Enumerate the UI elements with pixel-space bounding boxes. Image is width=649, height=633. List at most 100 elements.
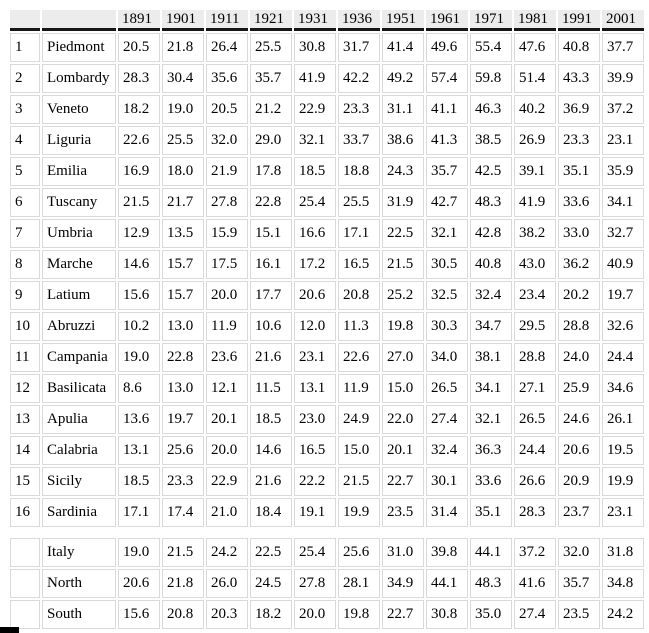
value-cell: 33.6 xyxy=(558,188,600,217)
value-cell: 12.9 xyxy=(118,219,160,248)
value-cell: 24.5 xyxy=(250,569,292,598)
table-header: 1891 1901 1911 1921 1931 1936 1951 1961 1971 1981… xyxy=(10,10,644,31)
value-cell: 32.4 xyxy=(470,281,512,310)
value-cell: 13.0 xyxy=(162,374,204,403)
value-cell: 30.5 xyxy=(426,250,468,279)
spacer-cell xyxy=(426,529,468,536)
value-cell: 26.9 xyxy=(514,126,556,155)
value-cell: 15.7 xyxy=(162,281,204,310)
value-cell: 22.9 xyxy=(294,95,336,124)
table-row: 7 Umbria 12.9 13.5 15.9 15.1 16.6 17.1 22.5 32.1 4… xyxy=(10,219,644,248)
value-cell: 33.0 xyxy=(558,219,600,248)
value-cell: 27.0 xyxy=(382,343,424,372)
value-cell: 32.4 xyxy=(426,436,468,465)
spacer-cell xyxy=(294,529,336,536)
value-cell: 29.0 xyxy=(250,126,292,155)
value-cell: 23.1 xyxy=(602,498,644,527)
row-number-cell: 5 xyxy=(10,157,40,186)
value-cell: 33.6 xyxy=(470,467,512,496)
value-cell: 28.3 xyxy=(118,64,160,93)
table-row: 1 Piedmont 20.5 21.8 26.4 25.5 30.8 31.7 41.4 49.… xyxy=(10,33,644,62)
row-number-cell: 10 xyxy=(10,312,40,341)
value-cell: 16.5 xyxy=(294,436,336,465)
value-cell: 42.5 xyxy=(470,157,512,186)
value-cell: 21.9 xyxy=(206,157,248,186)
value-cell: 23.3 xyxy=(162,467,204,496)
row-number-cell xyxy=(10,569,40,598)
value-cell: 49.2 xyxy=(382,64,424,93)
value-cell: 20.6 xyxy=(294,281,336,310)
value-cell: 32.5 xyxy=(426,281,468,310)
value-cell: 19.5 xyxy=(602,436,644,465)
value-cell: 11.5 xyxy=(250,374,292,403)
value-cell: 35.7 xyxy=(558,569,600,598)
value-cell: 23.0 xyxy=(294,405,336,434)
value-cell: 17.2 xyxy=(294,250,336,279)
value-cell: 41.9 xyxy=(514,188,556,217)
value-cell: 17.1 xyxy=(118,498,160,527)
value-cell: 12.1 xyxy=(206,374,248,403)
row-number-cell: 8 xyxy=(10,250,40,279)
value-cell: 21.5 xyxy=(118,188,160,217)
table-row: 8 Marche 14.6 15.7 17.5 16.1 17.2 16.5 21.5 30.5 4… xyxy=(10,250,644,279)
value-cell: 30.8 xyxy=(294,33,336,62)
value-cell: 40.2 xyxy=(514,95,556,124)
partial-bottom-rule xyxy=(0,627,19,633)
value-cell: 20.9 xyxy=(558,467,600,496)
region-name-cell: Umbria xyxy=(42,219,116,248)
value-cell: 20.8 xyxy=(338,281,380,310)
year-header: 1891 xyxy=(118,10,160,31)
value-cell: 18.5 xyxy=(294,157,336,186)
value-cell: 30.3 xyxy=(426,312,468,341)
table-row: 15 Sicily 18.5 23.3 22.9 21.6 22.2 21.5 22.7 30.1… xyxy=(10,467,644,496)
spacer-cell xyxy=(338,529,380,536)
value-cell: 11.3 xyxy=(338,312,380,341)
value-cell: 16.1 xyxy=(250,250,292,279)
value-cell: 15.0 xyxy=(338,436,380,465)
year-header: 1936 xyxy=(338,10,380,31)
value-cell: 21.6 xyxy=(250,343,292,372)
year-header: 1971 xyxy=(470,10,512,31)
value-cell: 43.3 xyxy=(558,64,600,93)
table-row: 14 Calabria 13.1 25.6 20.0 14.6 16.5 15.0 20.1 32… xyxy=(10,436,644,465)
value-cell: 18.4 xyxy=(250,498,292,527)
value-cell: 26.4 xyxy=(206,33,248,62)
value-cell: 25.5 xyxy=(338,188,380,217)
value-cell: 30.8 xyxy=(426,600,468,629)
value-cell: 34.6 xyxy=(602,374,644,403)
spacer-cell xyxy=(558,529,600,536)
value-cell: 38.6 xyxy=(382,126,424,155)
value-cell: 19.0 xyxy=(118,343,160,372)
table-row: 5 Emilia 16.9 18.0 21.9 17.8 18.5 18.8 24.3 35.7 4… xyxy=(10,157,644,186)
value-cell: 17.4 xyxy=(162,498,204,527)
value-cell: 27.4 xyxy=(514,600,556,629)
value-cell: 35.0 xyxy=(470,600,512,629)
value-cell: 38.5 xyxy=(470,126,512,155)
region-name-cell: Liguria xyxy=(42,126,116,155)
value-cell: 25.5 xyxy=(250,33,292,62)
value-cell: 26.5 xyxy=(426,374,468,403)
year-header: 2001 xyxy=(602,10,644,31)
spacer-cell xyxy=(514,529,556,536)
value-cell: 59.8 xyxy=(470,64,512,93)
value-cell: 29.5 xyxy=(514,312,556,341)
row-number-cell: 16 xyxy=(10,498,40,527)
value-cell: 32.1 xyxy=(426,219,468,248)
row-number-cell: 9 xyxy=(10,281,40,310)
value-cell: 19.8 xyxy=(382,312,424,341)
value-cell: 32.7 xyxy=(602,219,644,248)
value-cell: 20.3 xyxy=(206,600,248,629)
value-cell: 19.9 xyxy=(338,498,380,527)
value-cell: 32.6 xyxy=(602,312,644,341)
value-cell: 10.6 xyxy=(250,312,292,341)
value-cell: 33.7 xyxy=(338,126,380,155)
value-cell: 21.5 xyxy=(382,250,424,279)
value-cell: 41.6 xyxy=(514,569,556,598)
value-cell: 34.9 xyxy=(382,569,424,598)
value-cell: 18.5 xyxy=(118,467,160,496)
value-cell: 23.1 xyxy=(602,126,644,155)
value-cell: 37.7 xyxy=(602,33,644,62)
value-cell: 40.8 xyxy=(558,33,600,62)
value-cell: 23.3 xyxy=(338,95,380,124)
value-cell: 14.6 xyxy=(250,436,292,465)
